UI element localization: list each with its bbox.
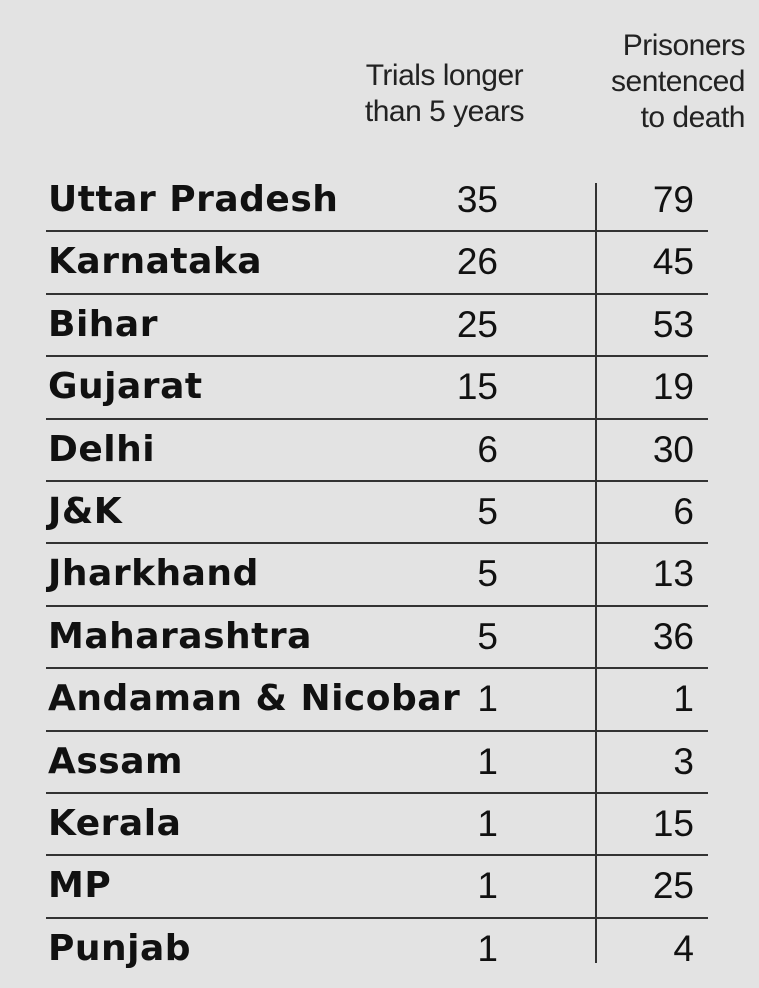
death-sentences-value: 45 — [652, 241, 694, 283]
table-body: Uttar Pradesh 35 79 Karnataka 26 45 Bihar 25 53 G… — [46, 170, 708, 981]
trials-value: 1 — [477, 678, 498, 720]
table-row: Punjab 1 4 — [46, 919, 708, 981]
row-divider — [46, 355, 708, 358]
row-divider — [46, 292, 708, 295]
death-sentences-value: 30 — [652, 428, 694, 470]
trials-value: 1 — [477, 865, 498, 907]
state-name: Bihar — [48, 303, 158, 345]
table-row: Jharkhand 5 13 — [46, 544, 708, 607]
table-row: Assam 1 3 — [46, 732, 708, 794]
state-name: Karnataka — [48, 241, 263, 283]
state-name: Kerala — [48, 802, 182, 844]
state-name: Delhi — [48, 428, 156, 470]
state-name: Maharashtra — [48, 615, 312, 657]
death-sentences-value: 1 — [673, 678, 694, 720]
table-row: Maharashtra 5 36 — [46, 607, 708, 670]
table-row: J&K 5 6 — [46, 482, 708, 545]
trials-value: 1 — [477, 802, 498, 844]
death-sentences-value: 13 — [652, 553, 694, 595]
row-divider — [46, 604, 708, 607]
row-divider — [46, 479, 708, 482]
trials-value: 5 — [477, 615, 498, 657]
state-name: Gujarat — [48, 366, 203, 408]
state-name: Assam — [48, 740, 184, 782]
column-divider — [595, 183, 597, 963]
trials-value: 6 — [477, 428, 498, 470]
state-name: J&K — [48, 490, 123, 532]
table-row: Bihar 25 53 — [46, 295, 708, 358]
trials-value: 15 — [456, 366, 498, 408]
table-row: Andaman & Nicobar 1 1 — [46, 669, 708, 732]
trials-value: 1 — [477, 740, 498, 782]
death-sentences-value: 4 — [673, 927, 694, 969]
table-row: Gujarat 15 19 — [46, 357, 708, 420]
trials-value: 5 — [477, 490, 498, 532]
table-row: MP 1 25 — [46, 856, 708, 919]
row-divider — [46, 791, 708, 794]
death-sentences-value: 15 — [652, 802, 694, 844]
row-divider — [46, 542, 708, 545]
death-sentences-value: 19 — [652, 366, 694, 408]
row-divider — [46, 230, 708, 233]
death-sentences-value: 79 — [652, 179, 694, 220]
row-divider — [46, 916, 708, 919]
state-name: Uttar Pradesh — [48, 179, 339, 220]
table-row: Karnataka 26 45 — [46, 232, 708, 295]
death-sentences-value: 6 — [673, 490, 694, 532]
death-sentences-value: 3 — [673, 740, 694, 782]
table-row: Uttar Pradesh 35 79 — [46, 170, 708, 233]
trials-value: 25 — [456, 303, 498, 345]
column-header-trials: Trials longer than 5 years — [364, 59, 525, 128]
state-name: Jharkhand — [48, 553, 259, 595]
row-divider — [46, 417, 708, 420]
trials-value: 35 — [456, 179, 498, 220]
row-divider — [46, 729, 708, 732]
death-sentences-value: 36 — [652, 615, 694, 657]
trials-value: 26 — [456, 241, 498, 283]
row-divider — [46, 667, 708, 670]
death-sentences-value: 53 — [652, 303, 694, 345]
table-row: Delhi 6 30 — [46, 420, 708, 482]
state-name: Andaman & Nicobar — [48, 678, 461, 720]
table-row: Kerala 1 15 — [46, 794, 708, 857]
death-sentences-value: 25 — [652, 865, 694, 907]
state-name: Punjab — [48, 927, 192, 969]
row-divider — [46, 854, 708, 857]
trials-value: 1 — [477, 927, 498, 969]
state-name: MP — [48, 865, 112, 907]
trials-value: 5 — [477, 553, 498, 595]
column-header-death-sentences: Prisoners sentenced to death — [611, 29, 745, 134]
